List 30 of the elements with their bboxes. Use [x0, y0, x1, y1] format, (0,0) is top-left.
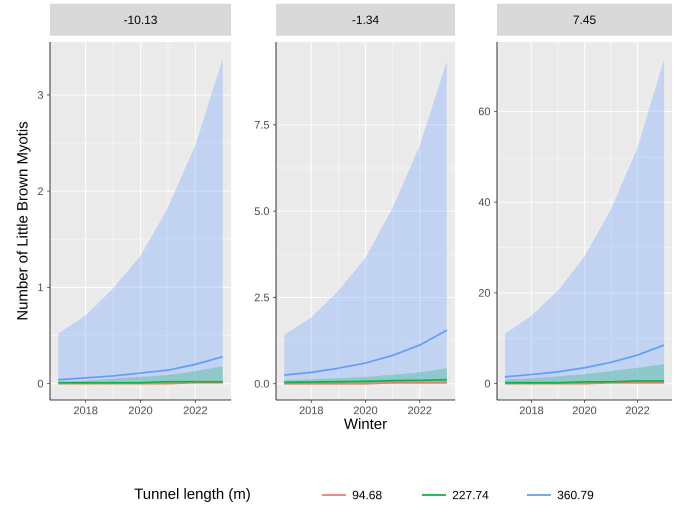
x-tick-label: 2018	[300, 406, 323, 414]
x-tick-label: 2020	[572, 406, 596, 414]
y-tick-label: 0.0	[254, 380, 270, 388]
legend-title: Tunnel length (m)	[134, 488, 250, 502]
y-tick-label: 2	[38, 187, 43, 195]
legend-label: 227.74	[452, 490, 488, 500]
chart-title: -10.13	[124, 16, 157, 24]
x-tick-label: 2018	[74, 406, 98, 414]
x-tick-label: 2020	[354, 406, 378, 414]
y-tick-label: 3	[38, 91, 44, 99]
y-tick-label: 2.5	[254, 294, 270, 302]
legend-label: 94.68	[352, 490, 382, 500]
y-tick-label: 20	[478, 289, 490, 297]
x-tick-label: 2018	[520, 406, 544, 414]
x-tick-label: 2022	[408, 406, 432, 414]
legend-label: 360.79	[558, 490, 594, 500]
chart-title: -1.34	[352, 16, 379, 24]
y-tick-label: 60	[478, 108, 490, 116]
y-tick-label: 0	[38, 380, 44, 388]
y-tick-label: 7.5	[254, 121, 270, 129]
x-tick-label: 2022	[626, 406, 650, 414]
x-tick-label: 2020	[128, 406, 152, 414]
y-axis-title: Number of Little Brown Myotis	[16, 122, 31, 320]
x-axis-title: Winter	[344, 418, 387, 430]
y-tick-label: 1	[38, 284, 43, 292]
x-tick-label: 2022	[184, 406, 207, 414]
chart-title: 7.45	[573, 16, 596, 24]
y-tick-label: 40	[478, 198, 490, 206]
y-tick-label: 0	[484, 380, 490, 388]
y-tick-label: 5.0	[254, 207, 270, 216]
